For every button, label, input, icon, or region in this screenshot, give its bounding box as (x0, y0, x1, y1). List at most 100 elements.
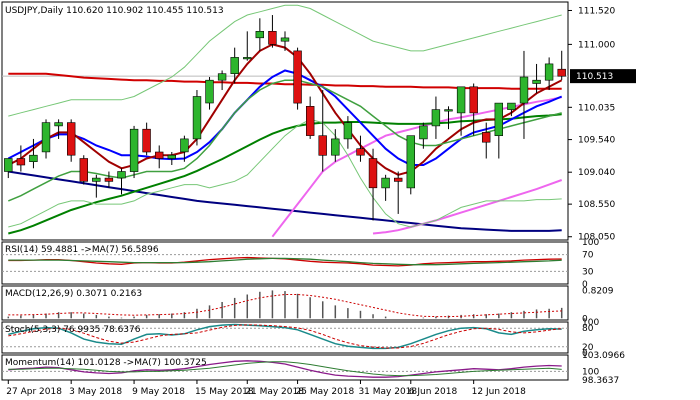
darkred-line (7, 43, 563, 176)
candle-body (507, 102, 516, 110)
candle-body (255, 30, 264, 39)
candle-body (104, 177, 114, 182)
candle-body (532, 79, 541, 84)
candle-body (54, 122, 63, 127)
x-axis-label: 9 May 2018 (132, 387, 185, 397)
rsi-label: RSI(14) 59.4881 ->MA(7) 56.5896 (5, 245, 159, 255)
x-axis-label: 3 May 2018 (69, 387, 122, 397)
candle-body (343, 122, 353, 140)
candle-body (67, 122, 76, 156)
current-price-box (570, 69, 636, 84)
candle-body (393, 177, 403, 182)
stoch-axis-label: 80 (582, 324, 594, 334)
candle-body (318, 135, 327, 156)
candle-body (444, 109, 453, 112)
price-axis-label: 111.520 (578, 6, 615, 16)
stoch-k-line (8, 323, 562, 350)
candle-body (544, 63, 554, 81)
stoch-d-line (8, 324, 562, 349)
navy-long-line (8, 170, 562, 232)
macd-panel-frame (1, 285, 569, 321)
momentum-axis-label: 100 (582, 367, 599, 377)
candle-body (142, 128, 151, 153)
candle-body (41, 122, 51, 153)
candle-body (167, 154, 176, 159)
macd-axis-label: 0.8209 (582, 286, 614, 296)
x-axis-label: 31 May 2018 (358, 387, 417, 397)
candle-body (217, 73, 227, 81)
momentum-ma-line (8, 361, 562, 377)
x-axis-label: 15 May 2018 (195, 387, 254, 397)
price-axis-label: 108.550 (578, 200, 615, 210)
candle-body (230, 57, 239, 75)
bb-lower-line (8, 118, 562, 228)
candle-body (4, 158, 13, 172)
rsi-axis-label: 70 (582, 251, 594, 261)
candle-body (16, 158, 26, 166)
candle-body (494, 102, 503, 136)
price-axis-label: 109.040 (578, 168, 615, 178)
x-axis-label: 21 May 2018 (245, 387, 304, 397)
momentum-panel-frame (1, 354, 569, 381)
candle-body (557, 68, 566, 77)
candle-body (431, 109, 441, 127)
price-axis-label: 110.035 (578, 103, 615, 113)
price-axis-label: 109.540 (578, 136, 615, 146)
price-axis-label: 108.050 (578, 233, 615, 243)
stoch-axis-label: 0 (582, 349, 588, 359)
candle-body (419, 125, 428, 140)
candle-body (155, 151, 164, 159)
price-axis-label: 111.000 (578, 40, 615, 50)
macd-axis-label: 0 (582, 314, 588, 324)
rsi-axis-label: 30 (582, 267, 594, 277)
candle-body (205, 79, 214, 104)
candle-body (368, 158, 378, 189)
momentum-mom-line (8, 360, 562, 378)
candle-body (268, 30, 277, 45)
candle-body (243, 57, 252, 60)
rsi-axis-label: 100 (582, 238, 599, 248)
bb-upper-line (8, 4, 562, 117)
candle-body (117, 171, 126, 179)
chart-title: USDJPY,Daily 110.620 110.902 110.455 110… (5, 6, 224, 16)
candle-body (356, 148, 365, 156)
momentum-label: Momentum(14) 101.0128 ->MA(7) 100.3725 (5, 358, 207, 368)
candle-body (406, 135, 415, 189)
candle-body (29, 154, 38, 162)
momentum-axis-label: 98.3637 (582, 376, 619, 386)
candle-body (469, 86, 478, 114)
magenta-lower-line (372, 179, 563, 235)
candle-body (180, 138, 189, 153)
macd-label: MACD(12,26,9) 0.3071 0.2163 (5, 289, 142, 299)
candle-body (456, 86, 466, 114)
stoch-panel-frame (1, 321, 569, 354)
x-axis-label: 25 May 2018 (296, 387, 355, 397)
x-axis-label: 27 Apr 2018 (6, 387, 62, 397)
x-axis-label: 12 Jun 2018 (472, 387, 526, 397)
green-dark-line (8, 113, 562, 235)
candle-body (331, 138, 340, 156)
x-axis-label: 6 Jun 2018 (409, 387, 458, 397)
current-price-label: 110.513 (576, 72, 613, 82)
rsi-panel-frame (1, 241, 569, 285)
candle-body (381, 177, 390, 189)
blue-line (7, 69, 563, 166)
macd-signal-line (8, 294, 562, 318)
candle-body (481, 132, 491, 143)
candle-body (280, 37, 290, 42)
candle-body (305, 106, 315, 136)
candle-body (293, 50, 302, 104)
main-panel-frame (1, 1, 569, 241)
stoch-label: Stoch(5,3,3) 76.9935 78.6376 (5, 325, 141, 335)
green-mid-line (8, 79, 562, 202)
rsi-axis-label: 0 (582, 280, 588, 290)
candle-body (519, 76, 529, 104)
candle-body (129, 128, 139, 172)
momentum-axis-label: 103.0966 (582, 351, 625, 361)
candle-body (92, 177, 101, 182)
stoch-axis-label: 100 (582, 318, 599, 328)
rsi-ma-line (8, 257, 562, 266)
stoch-axis-label: 20 (582, 343, 594, 353)
